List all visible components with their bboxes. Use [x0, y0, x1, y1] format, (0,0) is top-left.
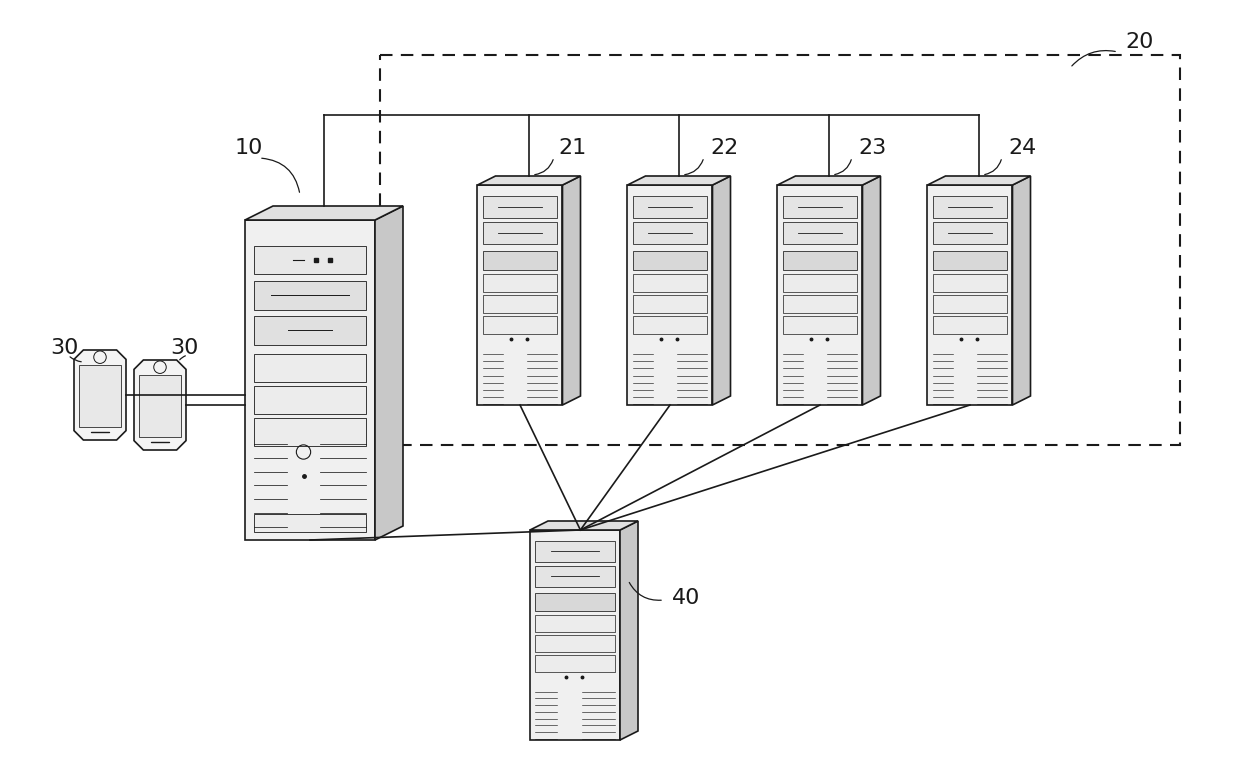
Text: 21: 21: [558, 138, 587, 158]
Polygon shape: [246, 206, 403, 220]
Polygon shape: [482, 295, 558, 312]
Polygon shape: [134, 360, 186, 450]
Text: 22: 22: [711, 138, 738, 158]
Polygon shape: [529, 530, 620, 740]
Polygon shape: [782, 316, 857, 334]
Polygon shape: [932, 295, 1007, 312]
Polygon shape: [477, 185, 563, 405]
FancyArrowPatch shape: [629, 582, 661, 601]
Polygon shape: [932, 251, 1007, 270]
Polygon shape: [632, 222, 707, 244]
Text: 20: 20: [1125, 32, 1153, 52]
Text: 23: 23: [858, 138, 887, 158]
Polygon shape: [627, 176, 730, 185]
Polygon shape: [627, 185, 713, 405]
Polygon shape: [932, 274, 1007, 292]
Polygon shape: [529, 521, 639, 530]
FancyArrowPatch shape: [69, 357, 82, 362]
Polygon shape: [782, 251, 857, 270]
Polygon shape: [74, 350, 126, 440]
Polygon shape: [632, 274, 707, 292]
Polygon shape: [863, 176, 880, 405]
Polygon shape: [632, 196, 707, 218]
Polygon shape: [254, 387, 366, 413]
Polygon shape: [1013, 176, 1030, 405]
Polygon shape: [620, 521, 639, 740]
Polygon shape: [536, 593, 615, 611]
Polygon shape: [932, 222, 1007, 244]
FancyArrowPatch shape: [835, 160, 852, 174]
Polygon shape: [932, 196, 1007, 218]
Polygon shape: [254, 354, 366, 381]
Polygon shape: [777, 185, 863, 405]
Polygon shape: [632, 316, 707, 334]
Polygon shape: [782, 222, 857, 244]
Polygon shape: [246, 220, 374, 540]
Polygon shape: [254, 419, 366, 445]
Polygon shape: [536, 540, 615, 562]
Polygon shape: [777, 176, 880, 185]
Polygon shape: [254, 316, 366, 345]
FancyArrowPatch shape: [534, 160, 553, 175]
Polygon shape: [482, 222, 558, 244]
Polygon shape: [713, 176, 730, 405]
Polygon shape: [632, 251, 707, 270]
Polygon shape: [563, 176, 580, 405]
FancyArrowPatch shape: [985, 160, 1001, 174]
Polygon shape: [928, 185, 1013, 405]
Polygon shape: [139, 375, 181, 436]
Polygon shape: [254, 514, 366, 532]
Polygon shape: [928, 176, 1030, 185]
Polygon shape: [632, 295, 707, 312]
Text: 30: 30: [50, 338, 78, 358]
Polygon shape: [482, 196, 558, 218]
Polygon shape: [477, 176, 580, 185]
Polygon shape: [536, 655, 615, 672]
Polygon shape: [374, 206, 403, 540]
Polygon shape: [536, 615, 615, 632]
Polygon shape: [782, 196, 857, 218]
FancyArrowPatch shape: [1071, 50, 1115, 66]
Text: 24: 24: [1008, 138, 1037, 158]
FancyArrowPatch shape: [180, 356, 185, 360]
Polygon shape: [254, 281, 366, 309]
Polygon shape: [932, 316, 1007, 334]
Polygon shape: [782, 274, 857, 292]
Polygon shape: [782, 295, 857, 312]
Text: 30: 30: [170, 338, 198, 358]
FancyArrowPatch shape: [262, 158, 300, 193]
Polygon shape: [536, 635, 615, 652]
Polygon shape: [482, 251, 558, 270]
Text: 10: 10: [236, 138, 263, 158]
Polygon shape: [482, 316, 558, 334]
Polygon shape: [79, 365, 120, 426]
FancyArrowPatch shape: [684, 160, 703, 175]
Polygon shape: [536, 565, 615, 587]
Polygon shape: [482, 274, 558, 292]
Polygon shape: [254, 245, 366, 274]
Text: 40: 40: [672, 588, 701, 608]
